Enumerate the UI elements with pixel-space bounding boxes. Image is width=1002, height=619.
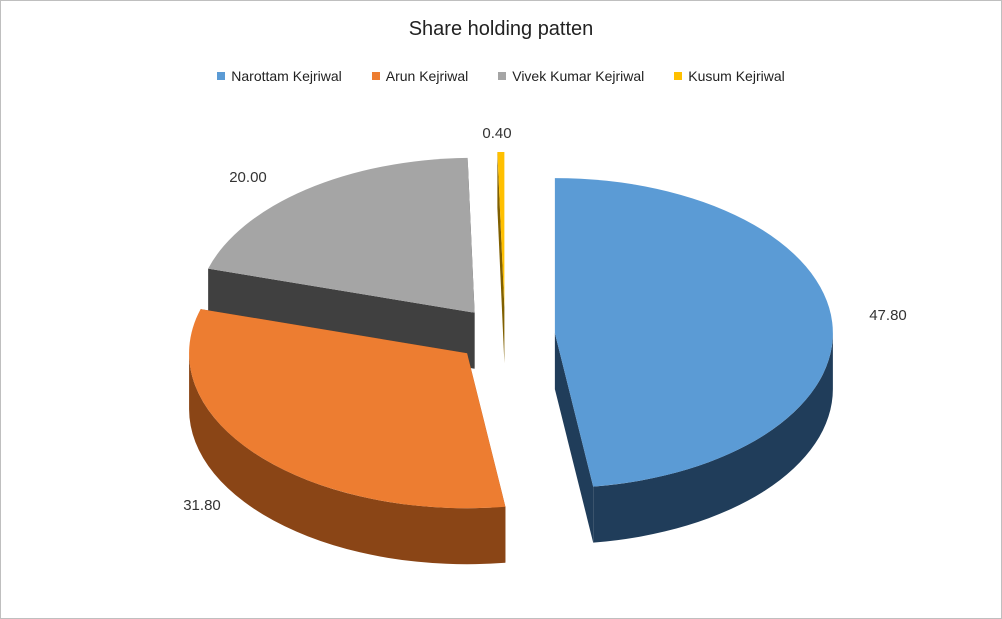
legend-swatch	[674, 72, 683, 80]
legend-label: Arun Kejriwal	[385, 68, 469, 84]
chart-title: Share holding patten	[408, 18, 594, 40]
legend-label: Vivek Kumar Kejriwal	[512, 68, 645, 84]
legend: Narottam Kejriwal Arun Kejriwal Vivek Ku…	[0, 68, 1002, 84]
legend-item-vivek: Vivek Kumar Kejriwal	[498, 68, 644, 84]
legend-label: Kusum Kejriwal	[688, 68, 785, 84]
data-label: 0.40	[482, 125, 511, 142]
legend-item-kusum: Kusum Kejriwal	[674, 68, 785, 84]
data-label: 47.80	[869, 307, 907, 324]
legend-item-narottam: Narottam Kejriwal	[217, 68, 342, 84]
slice-kusum	[497, 152, 505, 364]
data-label: 31.80	[183, 497, 221, 514]
data-label: 20.00	[229, 169, 267, 186]
slice-narottam	[554, 178, 833, 543]
legend-label: Narottam Kejriwal	[231, 68, 342, 84]
legend-swatch	[217, 72, 226, 80]
slice-arun	[189, 309, 506, 565]
legend-swatch	[498, 72, 507, 80]
legend-item-arun: Arun Kejriwal	[371, 68, 469, 84]
legend-swatch	[371, 72, 380, 80]
